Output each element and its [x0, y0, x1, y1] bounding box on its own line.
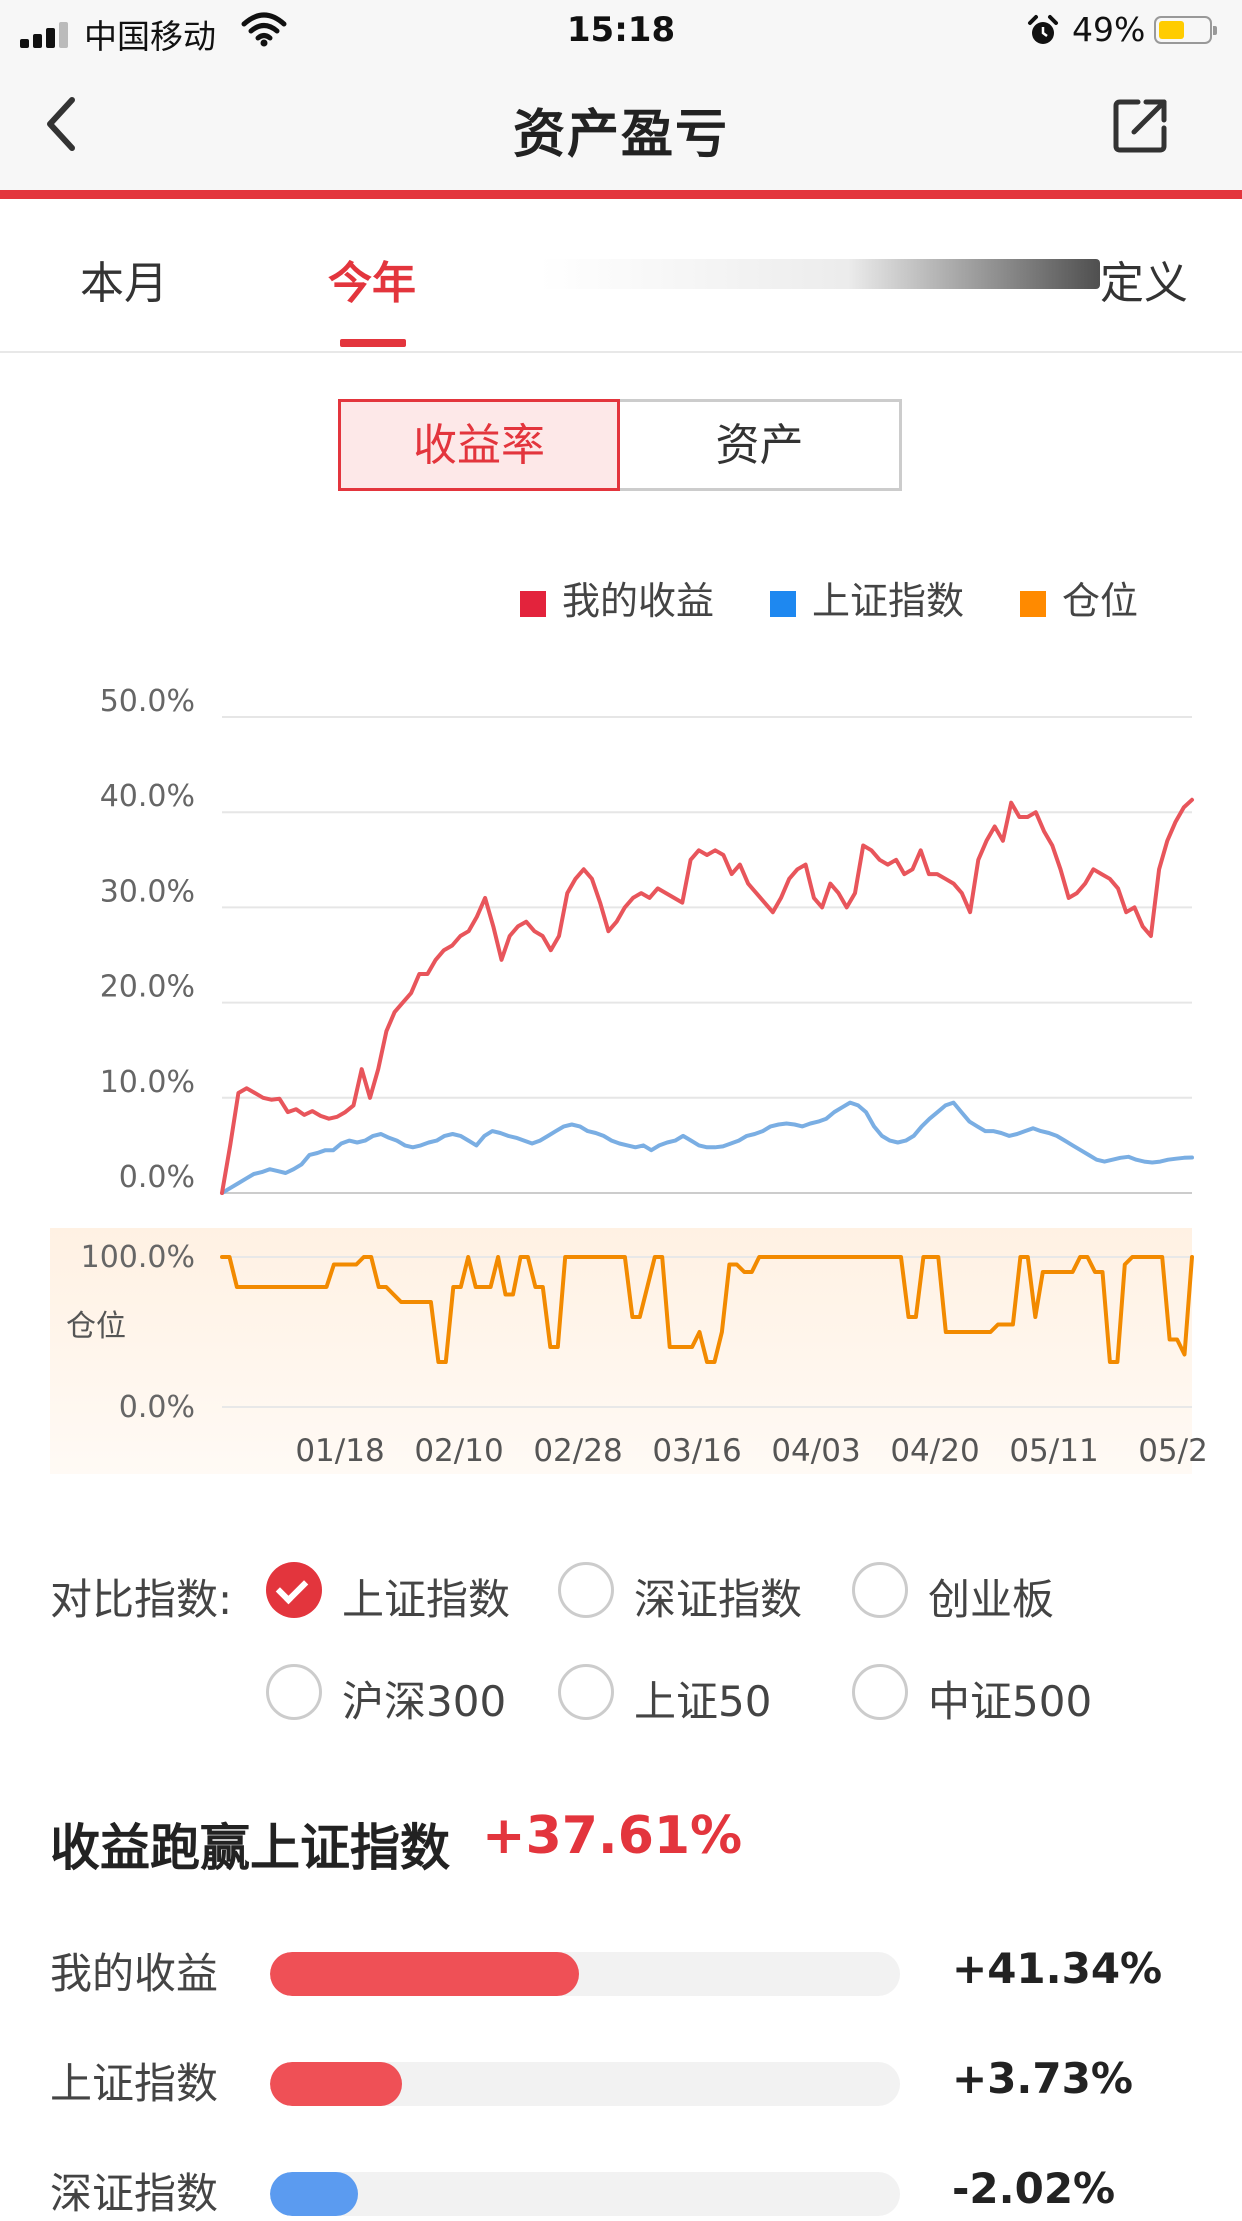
legend-my-return: 我的收益 — [520, 570, 714, 625]
clock-time: 15:18 — [566, 10, 676, 50]
bar-track — [270, 1952, 900, 1996]
return-chart[interactable]: 50.0% 40.0% 30.0% 20.0% 10.0% 0.0% 100.0% 0.0%… — [0, 660, 1242, 1490]
legend-swatch-position — [1020, 591, 1046, 617]
x-tick-label: 03/16 — [652, 1433, 741, 1469]
tab-custom[interactable]: 定义 — [1100, 258, 1188, 309]
period-tabs: 本月 今年 定义 — [0, 199, 1242, 353]
y-tick-label: 100.0% — [81, 1240, 195, 1275]
tab-active-indicator — [340, 339, 406, 347]
alarm-clock-icon — [1028, 15, 1058, 44]
y-tick-label: 30.0% — [100, 874, 195, 909]
status-bar: 中国移动 15:18 49% — [0, 0, 1242, 62]
radio-circle-icon[interactable] — [558, 1562, 614, 1618]
nav-bar: 资产盈亏 — [0, 62, 1242, 192]
series-line-position — [220, 1255, 1194, 1364]
legend-position: 仓位 — [1020, 570, 1138, 625]
radio-circle-icon[interactable] — [558, 1664, 614, 1720]
legend-swatch-sse-index — [770, 591, 796, 617]
y-tick-label: 0.0% — [119, 1160, 195, 1195]
series-line-sse-index — [220, 1100, 1194, 1195]
wifi-icon — [241, 12, 287, 47]
bar-row-my-return: 我的收益 +41.34% — [50, 1944, 1163, 1998]
radio-circle-icon[interactable] — [852, 1562, 908, 1618]
tab-this-year[interactable]: 今年 — [328, 258, 416, 309]
battery-level — [1159, 21, 1185, 39]
carrier-name: 中国移动 — [84, 17, 216, 56]
legend-sse-index: 上证指数 — [770, 570, 964, 625]
y-tick-label: 20.0% — [100, 970, 195, 1005]
y-tick-label: 0.0% — [119, 1390, 195, 1425]
bar-fill — [270, 2062, 403, 2106]
header-divider — [0, 190, 1242, 199]
x-tick-label: 01/18 — [295, 1433, 384, 1469]
y-tick-label: 40.0% — [100, 779, 195, 814]
bar-track — [270, 2172, 900, 2216]
signal-icon — [20, 20, 72, 48]
x-tick-label: 02/10 — [414, 1433, 503, 1469]
segment-return-rate[interactable]: 收益率 — [338, 399, 620, 491]
battery-icon — [1154, 16, 1217, 44]
x-tick-label: 05/11 — [1009, 1433, 1098, 1469]
bar-fill — [270, 2172, 359, 2216]
radio-circle-icon[interactable] — [266, 1664, 322, 1720]
bar-row-szse-index: 深证指数 -2.02% — [50, 2164, 1116, 2218]
x-tick-label: 04/20 — [890, 1433, 979, 1469]
page-title: 资产盈亏 — [512, 105, 729, 165]
tab-scroll-fade — [540, 259, 1100, 289]
chevron-left-icon[interactable] — [38, 94, 88, 154]
x-tick-label: 05/2 — [1138, 1433, 1208, 1469]
share-external-icon[interactable] — [1112, 96, 1170, 154]
compare-index-label: 对比指数: — [50, 1575, 233, 1624]
tab-this-month[interactable]: 本月 — [80, 258, 168, 309]
summary-excess-return: +37.61% — [482, 1806, 743, 1866]
radio-circle-icon[interactable] — [852, 1664, 908, 1720]
x-tick-label: 02/28 — [533, 1433, 622, 1469]
bar-track — [270, 2062, 900, 2106]
segment-assets[interactable]: 资产 — [620, 399, 902, 491]
check-icon[interactable] — [266, 1562, 322, 1618]
bar-fill — [270, 1952, 579, 1996]
battery-percent: 49% — [1072, 10, 1146, 49]
series-line-my-return — [220, 797, 1194, 1195]
x-tick-label: 04/03 — [771, 1433, 860, 1469]
position-panel-bg — [50, 1228, 1192, 1474]
summary-title: 收益跑赢上证指数 — [50, 1819, 450, 1877]
y-tick-label: 50.0% — [100, 684, 195, 719]
position-axis-label: 仓位 — [66, 1309, 126, 1344]
y-tick-label: 10.0% — [100, 1065, 195, 1100]
legend-swatch-my-return — [520, 591, 546, 617]
bar-row-sse-index: 上证指数 +3.73% — [50, 2054, 1133, 2108]
